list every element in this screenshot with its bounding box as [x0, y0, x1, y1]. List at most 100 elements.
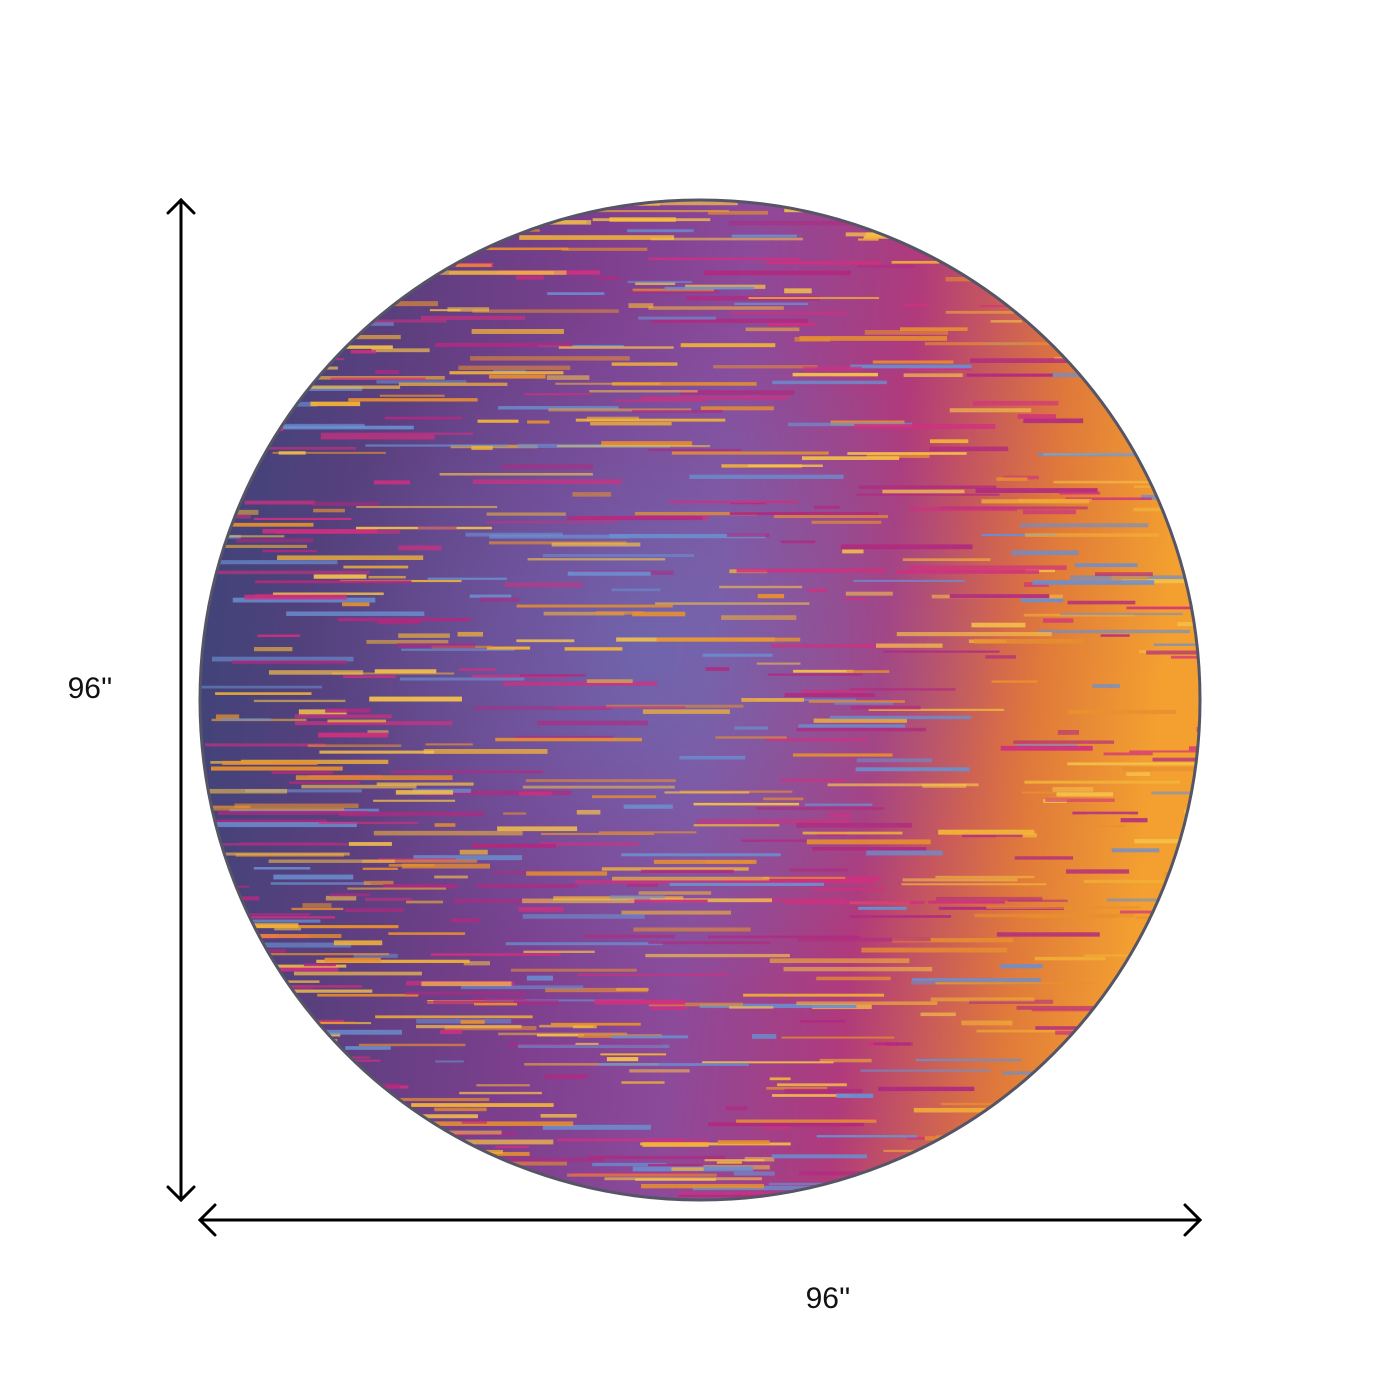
- stripe: [401, 648, 515, 651]
- stripe: [648, 257, 800, 261]
- stripe: [1023, 613, 1135, 617]
- stripe: [376, 621, 421, 625]
- stripe: [1016, 1005, 1128, 1010]
- stripe: [757, 593, 785, 599]
- stripe: [345, 1046, 391, 1050]
- stripe: [866, 850, 943, 856]
- stripe: [536, 1034, 584, 1037]
- stripe: [846, 670, 890, 673]
- stripe: [564, 647, 623, 651]
- stripe: [756, 807, 885, 810]
- stripe: [591, 795, 657, 799]
- stripe: [936, 896, 1043, 901]
- stripe: [816, 1135, 918, 1138]
- stripe: [1072, 1093, 1101, 1097]
- stripe: [211, 337, 339, 343]
- stripe: [966, 373, 1053, 377]
- stripe: [634, 511, 758, 516]
- stripe: [756, 662, 801, 665]
- stripe: [731, 234, 797, 238]
- stripe: [486, 512, 566, 516]
- stripe: [472, 479, 622, 484]
- stripe: [290, 366, 338, 370]
- stripe: [461, 1119, 487, 1124]
- stripe: [439, 472, 593, 476]
- stripe: [940, 1102, 1022, 1106]
- stripe: [290, 1140, 312, 1144]
- stripe: [429, 309, 461, 312]
- stripe: [748, 296, 880, 300]
- stripe: [669, 882, 825, 886]
- stripe: [362, 1130, 502, 1135]
- stripe: [1194, 1003, 1200, 1008]
- stripe: [338, 617, 471, 622]
- stripe: [205, 899, 244, 904]
- stripe: [214, 226, 295, 229]
- stripe: [1000, 745, 1093, 751]
- stripe: [425, 743, 473, 746]
- stripe: [609, 533, 766, 539]
- stripe: [545, 987, 648, 993]
- stripe: [766, 261, 881, 265]
- stripe: [205, 1040, 310, 1043]
- stripe: [209, 822, 357, 828]
- stripe: [1013, 740, 1115, 744]
- stripe: [801, 456, 900, 460]
- stripe: [891, 1178, 917, 1184]
- stripe: [717, 1140, 770, 1145]
- stripe: [273, 874, 354, 880]
- stripe: [858, 238, 879, 241]
- stripe: [743, 993, 885, 997]
- stripe: [325, 895, 357, 901]
- stripe: [489, 534, 629, 539]
- stripe: [358, 244, 479, 247]
- stripe: [1037, 452, 1185, 457]
- stripe: [311, 242, 341, 246]
- stripe: [254, 1158, 353, 1163]
- stripe: [640, 869, 734, 873]
- stripe: [861, 947, 1008, 953]
- stripe: [849, 915, 952, 918]
- stripe: [612, 876, 770, 881]
- stripe: [361, 859, 478, 863]
- stripe: [211, 656, 354, 662]
- stripe: [811, 520, 882, 524]
- stripe: [262, 549, 317, 553]
- stripe: [538, 344, 624, 348]
- rug-highlight: [200, 200, 1200, 1200]
- stripe: [583, 934, 676, 938]
- stripe: [201, 1147, 339, 1152]
- stripe: [239, 985, 362, 988]
- stripe: [303, 963, 336, 967]
- stripe: [1129, 750, 1200, 753]
- stripe: [371, 348, 430, 353]
- stripe: [416, 270, 567, 275]
- stripe: [713, 365, 818, 369]
- stripe: [1177, 622, 1200, 627]
- stripe: [902, 878, 1018, 882]
- stripe: [504, 582, 583, 588]
- stripe: [339, 811, 485, 817]
- stripe: [277, 555, 424, 560]
- stripe: [1139, 943, 1200, 948]
- stripe: [1091, 225, 1200, 230]
- stripe: [576, 809, 601, 815]
- stripe: [205, 819, 327, 825]
- stripe: [741, 697, 804, 702]
- stripe: [1024, 533, 1159, 537]
- stripe: [260, 1184, 413, 1188]
- stripe: [539, 842, 640, 846]
- stripe: [458, 365, 571, 370]
- stripe: [253, 517, 352, 520]
- stripe: [1146, 650, 1200, 655]
- stripe: [1148, 1170, 1200, 1176]
- stripe: [298, 1199, 431, 1200]
- stripe: [597, 276, 620, 280]
- stripe: [524, 1063, 660, 1066]
- stripe: [460, 1020, 485, 1024]
- stripe: [669, 500, 798, 503]
- stripe: [463, 961, 490, 966]
- stripe: [555, 382, 661, 385]
- stripe: [586, 416, 640, 421]
- stripe: [231, 1061, 313, 1065]
